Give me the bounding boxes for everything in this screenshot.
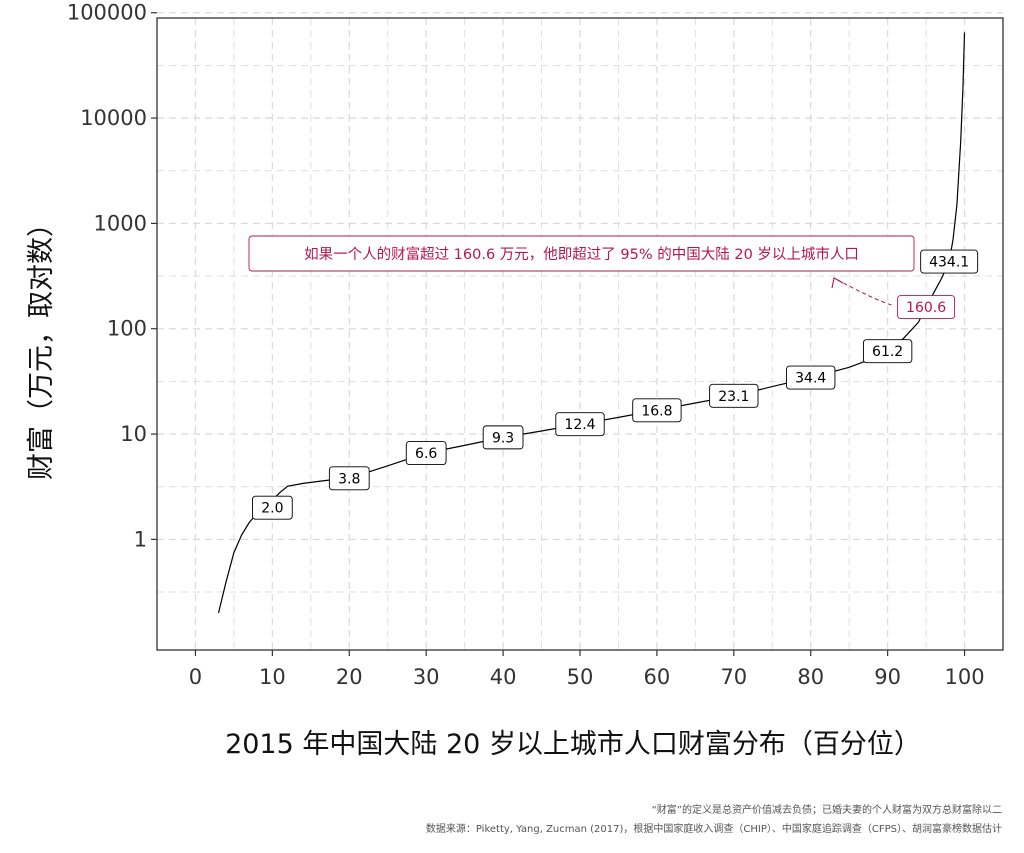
data-label-box (897, 295, 956, 320)
annotation-text: 如果一个人的财富超过 160.6 万元，他即超过了 95% 的中国大陆 20 岁… (304, 245, 859, 263)
data-label: 61.2 (862, 339, 913, 364)
data-label-text: 16.8 (641, 403, 672, 419)
data-label: 34.4 (786, 365, 836, 390)
data-label-box (709, 383, 759, 408)
x-tick-label: 100 (944, 665, 984, 689)
data-label-box (252, 495, 293, 520)
data-label: 9.3 (482, 425, 524, 450)
annotation: 如果一个人的财富超过 160.6 万元，他即超过了 95% 的中国大陆 20 岁… (248, 235, 915, 306)
data-label: 3.8 (328, 466, 370, 491)
source-note: 数据来源：Piketty, Yang, Zucman (2017)，根据中国家庭… (425, 824, 1002, 835)
y-tick-label: 10 (120, 422, 147, 446)
x-tick-label: 20 (336, 665, 363, 689)
wealth-curve (217, 32, 966, 614)
axis-ticks: 0 10 20 30 40 50 60 70 80 90 100110100100010000100… (67, 1, 985, 689)
data-label-text: 2.0 (261, 501, 283, 517)
x-tick-label: 50 (567, 665, 594, 689)
data-label: 434.1 (920, 249, 979, 274)
highlight-data-label: 160.6 (897, 295, 956, 320)
x-tick-label: 10 (259, 665, 286, 689)
y-tick-label: 10000 (80, 106, 147, 130)
x-axis-title: 2015 年中国大陆 20 岁以上城市人口财富分布（百分位） (225, 729, 921, 760)
y-tick-label: 100000 (67, 1, 147, 25)
data-label-box (862, 339, 913, 364)
data-label: 16.8 (632, 398, 682, 423)
data-label-text: 160.6 (906, 300, 946, 316)
y-axis-title: 财富（万元，取对数） (26, 210, 57, 480)
y-tick-label: 100 (107, 317, 147, 341)
y-tick-label: 1000 (94, 211, 147, 235)
data-label-box (555, 412, 605, 437)
data-label: 2.0 (252, 495, 293, 520)
x-tick-label: 60 (644, 665, 671, 689)
data-label-box (920, 249, 979, 274)
data-label-text: 434.1 (929, 255, 969, 271)
annotation-arrowhead (831, 277, 844, 289)
data-label-text: 34.4 (795, 371, 826, 387)
data-label-text: 3.8 (338, 471, 360, 487)
data-label-box (786, 365, 836, 390)
x-tick-label: 30 (413, 665, 440, 689)
data-label-box (632, 398, 682, 423)
data-label: 23.1 (709, 383, 759, 408)
x-tick-label: 0 (189, 665, 202, 689)
data-label-box (405, 441, 447, 466)
data-label-text: 12.4 (564, 417, 595, 433)
x-tick-label: 40 (490, 665, 517, 689)
annotation-box (248, 235, 915, 272)
data-label-text: 23.1 (718, 389, 749, 405)
data-label-box (482, 425, 524, 450)
data-label-box (328, 466, 370, 491)
data-label: 12.4 (555, 412, 605, 437)
data-label-text: 6.6 (415, 446, 437, 462)
annotation-arrow (833, 277, 892, 306)
data-label-text: 9.3 (492, 430, 514, 446)
data-label-text: 61.2 (872, 344, 903, 360)
data-labels: 2.0 3.8 6.6 9.3 12.4 16.8 23.1 34.4 61.2 160.6 434… (252, 249, 979, 520)
x-tick-label: 80 (797, 665, 824, 689)
x-tick-label: 70 (720, 665, 747, 689)
x-tick-label: 90 (874, 665, 901, 689)
data-label: 6.6 (405, 441, 447, 466)
grid (157, 12, 1003, 650)
y-tick-label: 1 (134, 527, 147, 551)
definition-note: “财富”的定义是总资产价值减去负债；已婚夫妻的个人财富为双方总财富除以二 (651, 805, 1002, 816)
